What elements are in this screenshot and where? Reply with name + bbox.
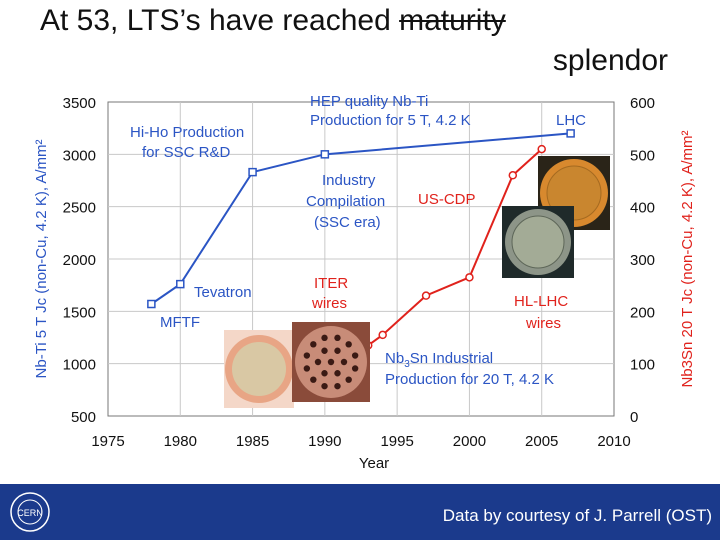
filament-dot xyxy=(321,382,328,390)
annot-nb3sn-prod-1: Nb3Sn Industrial xyxy=(385,350,493,370)
y-right-tick-label: 200 xyxy=(630,304,655,321)
y-left-tick-labels: 3500 3000 2500 2000 1500 1000 500 xyxy=(63,95,96,426)
data-point xyxy=(566,129,575,138)
data-point xyxy=(508,171,518,180)
filament-dot xyxy=(321,370,328,377)
x-tick-label: 2010 xyxy=(597,433,630,450)
iter-filament-dots xyxy=(303,334,359,390)
filament-dot xyxy=(327,358,335,366)
filament-dot xyxy=(303,352,311,359)
title-struck-word: maturity xyxy=(399,4,506,37)
y-right-axis-title: Nb3Sn 20 T Jc (non-Cu, 4.2 K), A/mm² xyxy=(679,130,696,387)
data-point xyxy=(248,167,257,177)
wire-photo-iter-2 xyxy=(292,322,370,402)
wire-photo-iter-1 xyxy=(224,330,294,408)
filament-dot xyxy=(310,376,317,383)
y-left-tick-label: 3500 xyxy=(63,95,96,112)
filament-dot xyxy=(345,376,352,383)
filament-dot xyxy=(334,382,341,390)
y-right-tick-label: 300 xyxy=(630,252,655,269)
filament-dot xyxy=(345,341,352,348)
y-left-tick-label: 3000 xyxy=(63,147,96,164)
annot-hllhc-1: HL-LHC xyxy=(514,293,568,310)
filament-dot xyxy=(351,352,359,359)
x-tick-label: 1980 xyxy=(164,433,197,450)
annot-hep-1: HEP quality Nb-Ti xyxy=(310,93,428,110)
wire-photo-grey xyxy=(502,206,574,278)
filament-dot xyxy=(340,358,348,366)
x-axis-title: Year xyxy=(359,455,389,472)
filament-dot xyxy=(314,358,322,366)
annot-nb3sn-prod-2: Production for 20 T, 4.2 K xyxy=(385,371,554,388)
y-left-tick-label: 1500 xyxy=(63,304,96,321)
x-tick-label: 1995 xyxy=(380,433,413,450)
annot-uscdp: US-CDP xyxy=(418,191,476,208)
data-credit: Data by courtesy of J. Parrell (OST) xyxy=(442,506,712,525)
annot-industry-3: (SSC era) xyxy=(314,214,381,231)
svg-text:CERN: CERN xyxy=(17,508,43,518)
x-tick-label: 1985 xyxy=(236,433,269,450)
cern-logo: CERN xyxy=(10,492,50,532)
annot-tevatron: Tevatron xyxy=(194,284,252,301)
annot-hep-2: Production for 5 T, 4.2 K xyxy=(310,112,471,129)
x-tick-label: 1990 xyxy=(308,433,341,450)
x-tick-label: 1975 xyxy=(91,433,124,450)
y-right-tick-labels: 600 500 400 300 200 100 0 xyxy=(630,95,655,426)
data-point xyxy=(147,299,156,309)
filament-dot xyxy=(334,370,341,377)
filament-dot xyxy=(303,365,311,372)
annot-iter-2: wires xyxy=(311,295,347,312)
y-right-tick-label: 100 xyxy=(630,357,655,374)
filament-dot xyxy=(334,347,341,354)
data-point xyxy=(378,330,387,340)
annot-lhc: LHC xyxy=(556,112,586,129)
data-point xyxy=(421,291,431,300)
annot-hiho-1: Hi-Ho Production xyxy=(130,124,244,141)
y-left-tick-label: 2500 xyxy=(63,200,96,217)
x-tick-label: 2005 xyxy=(525,433,558,450)
data-point xyxy=(465,273,474,282)
slide-title-line2: splendor xyxy=(552,44,668,77)
footer-bar xyxy=(0,484,720,540)
annot-hiho-2: for SSC R&D xyxy=(142,144,231,161)
y-left-tick-label: 2000 xyxy=(63,252,96,269)
data-point xyxy=(320,150,330,159)
data-point xyxy=(176,279,185,289)
y-right-tick-label: 600 xyxy=(630,95,655,112)
x-tick-label: 2000 xyxy=(453,433,486,450)
x-tick-labels: 1975 1980 1985 1990 1995 2000 2005 2010 xyxy=(91,433,630,450)
y-left-tick-label: 500 xyxy=(71,409,96,426)
annot-industry-1: Industry xyxy=(322,172,376,189)
y-left-tick-label: 1000 xyxy=(63,357,96,374)
data-point xyxy=(537,144,546,154)
filament-dot xyxy=(334,334,341,342)
y-right-tick-label: 500 xyxy=(630,147,655,164)
filament-dot xyxy=(321,347,328,354)
title-text: At 53, LTS’s have reached xyxy=(40,4,400,37)
annot-mftf: MFTF xyxy=(160,314,200,331)
y-right-tick-label: 0 xyxy=(630,409,638,426)
annot-industry-2: Compilation xyxy=(306,193,385,210)
annot-hllhc-2: wires xyxy=(525,315,561,332)
slide-title-line1: At 53, LTS’s have reached maturity xyxy=(40,4,506,38)
filament-dot xyxy=(321,334,328,342)
annot-iter-1: ITER xyxy=(314,275,348,292)
filament-dot xyxy=(310,341,317,348)
filament-dot xyxy=(351,365,359,372)
y-left-axis-title: Nb-Ti 5 T Jc (non-Cu, 4.2 K), A/mm² xyxy=(33,140,50,379)
y-right-tick-label: 400 xyxy=(630,200,655,217)
